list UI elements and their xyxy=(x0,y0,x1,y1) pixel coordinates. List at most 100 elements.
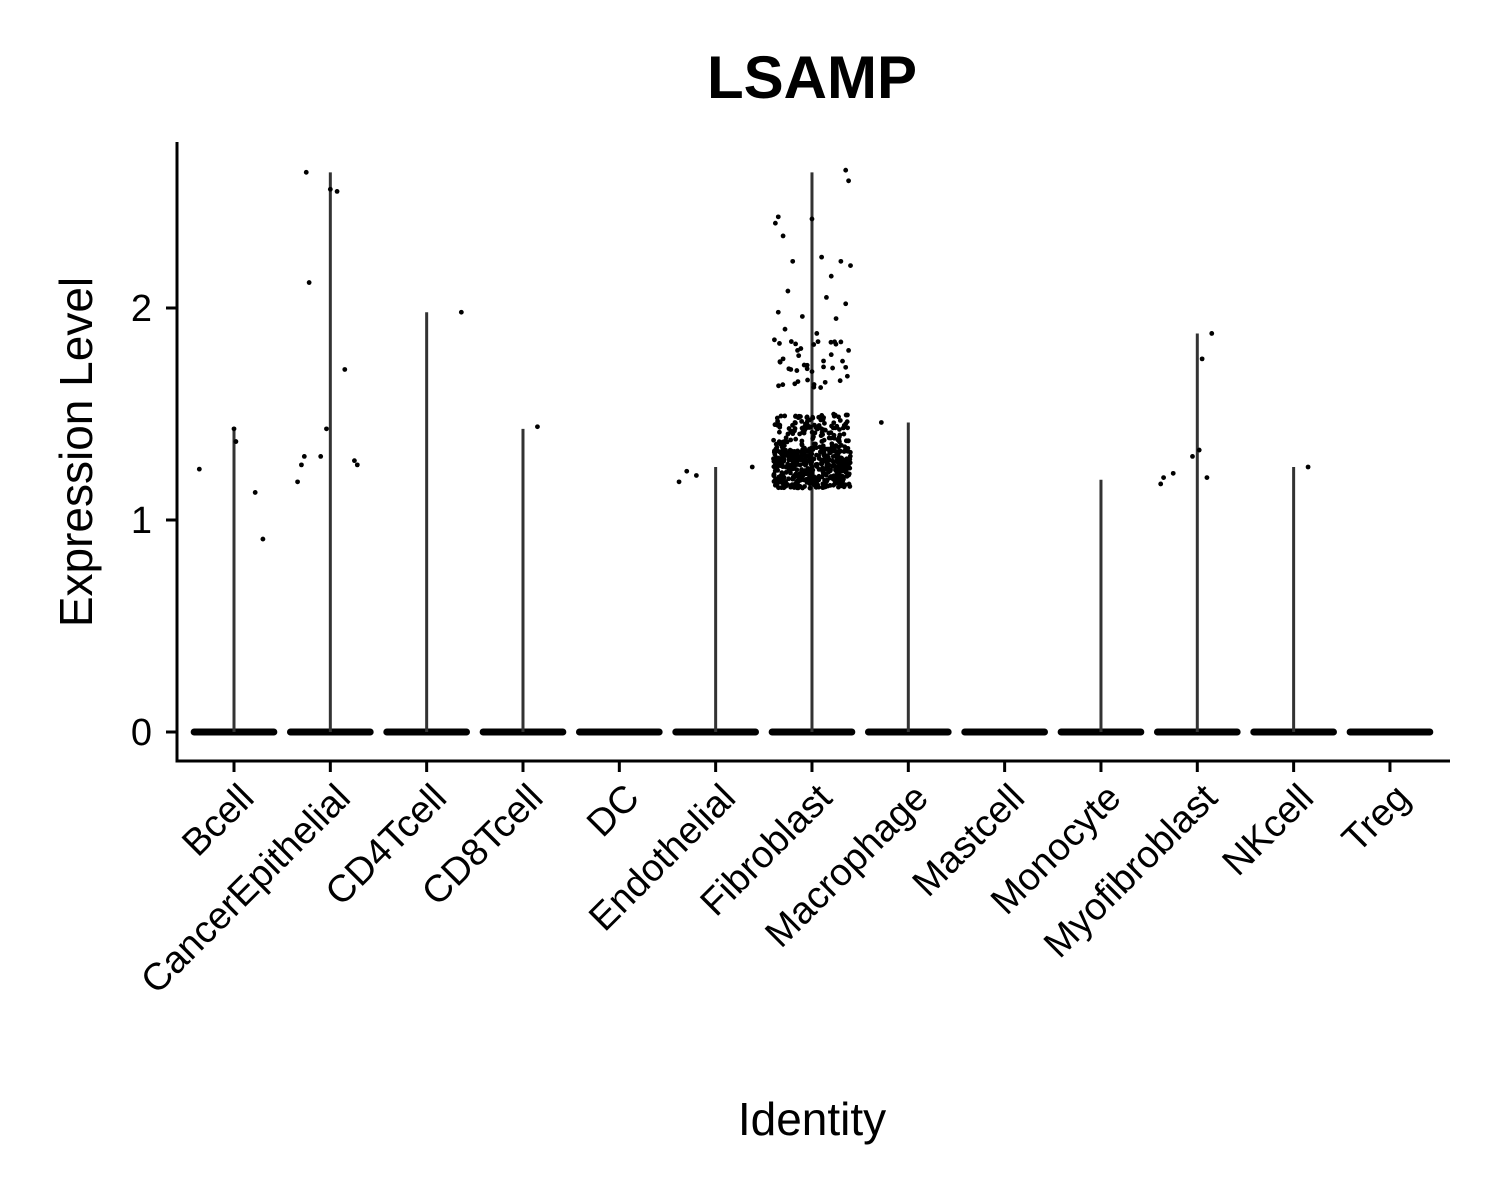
data-point xyxy=(811,384,817,390)
data-point xyxy=(772,482,778,488)
data-point xyxy=(796,413,802,419)
data-point xyxy=(782,326,788,332)
data-point xyxy=(776,383,781,389)
data-point xyxy=(845,425,851,431)
data-point xyxy=(809,451,815,457)
data-point xyxy=(819,254,825,260)
data-point xyxy=(846,178,851,184)
data-point xyxy=(803,461,809,467)
y-tick-label: 2 xyxy=(131,288,152,330)
data-point xyxy=(819,439,825,444)
data-point xyxy=(841,449,847,454)
data-point xyxy=(835,449,841,454)
data-point xyxy=(826,430,832,436)
data-point xyxy=(817,444,823,450)
data-point xyxy=(780,356,786,362)
data-point xyxy=(783,470,789,475)
data-point xyxy=(342,367,348,372)
data-point xyxy=(811,481,817,487)
data-point xyxy=(803,471,809,477)
data-point xyxy=(774,466,780,472)
data-point xyxy=(826,462,832,468)
zero-point-cluster xyxy=(961,728,1048,736)
data-point xyxy=(786,451,792,457)
data-point xyxy=(841,431,847,437)
data-point xyxy=(824,295,829,300)
data-point xyxy=(821,364,826,370)
data-point xyxy=(774,478,780,484)
data-point xyxy=(790,258,796,264)
data-point xyxy=(786,366,792,372)
data-point xyxy=(826,446,832,452)
data-point xyxy=(801,446,807,452)
data-point xyxy=(811,445,816,451)
data-point xyxy=(844,457,850,463)
data-point xyxy=(793,341,799,347)
data-point xyxy=(835,453,841,459)
data-point xyxy=(801,362,807,368)
data-point xyxy=(831,462,836,468)
data-point xyxy=(814,426,820,432)
data-point xyxy=(834,469,840,475)
data-point xyxy=(354,462,360,468)
data-point xyxy=(793,436,799,442)
data-point xyxy=(829,443,835,449)
data-point xyxy=(799,314,805,319)
data-point xyxy=(1170,470,1176,476)
data-point xyxy=(788,470,793,476)
data-point xyxy=(840,425,846,431)
data-point xyxy=(1199,356,1205,362)
data-point xyxy=(299,462,304,468)
data-point xyxy=(794,467,800,473)
data-point xyxy=(780,464,786,470)
data-point xyxy=(818,433,824,439)
data-point xyxy=(788,437,794,443)
data-point xyxy=(837,418,843,423)
data-point xyxy=(836,414,841,420)
data-point xyxy=(843,421,849,427)
data-point xyxy=(846,348,851,353)
data-point xyxy=(797,483,803,489)
data-point xyxy=(793,420,798,426)
data-point xyxy=(788,429,794,435)
data-point xyxy=(823,465,829,471)
data-point xyxy=(827,482,833,488)
data-point xyxy=(775,309,781,315)
data-point xyxy=(334,189,340,194)
data-point xyxy=(771,437,776,443)
data-point xyxy=(1158,481,1164,487)
zero-point-cluster xyxy=(1346,728,1434,736)
data-point xyxy=(771,449,777,455)
data-point xyxy=(792,448,797,454)
data-point xyxy=(805,377,810,383)
data-point xyxy=(676,479,682,485)
zero-point-cluster xyxy=(575,728,663,736)
x-tick-label: Treg xyxy=(1334,777,1418,861)
data-point xyxy=(830,425,836,431)
data-point xyxy=(780,382,786,388)
data-point xyxy=(798,346,804,351)
data-point xyxy=(837,427,842,432)
data-point xyxy=(777,359,783,365)
data-point xyxy=(306,280,312,285)
data-point xyxy=(783,479,788,484)
y-tick-label: 1 xyxy=(131,500,152,542)
data-point xyxy=(786,466,792,472)
data-point xyxy=(794,368,800,373)
data-point xyxy=(829,458,835,464)
data-point xyxy=(780,472,785,478)
data-point xyxy=(801,430,807,436)
data-point xyxy=(1209,331,1215,336)
chart-title: LSAMP xyxy=(707,44,917,111)
data-point xyxy=(827,450,833,456)
data-point xyxy=(788,484,794,490)
data-point xyxy=(795,379,801,384)
data-point xyxy=(843,301,849,307)
data-point xyxy=(771,456,776,462)
data-point xyxy=(818,385,824,390)
data-point xyxy=(839,464,845,470)
data-point xyxy=(784,439,790,445)
x-tick-label: DC xyxy=(579,777,648,846)
